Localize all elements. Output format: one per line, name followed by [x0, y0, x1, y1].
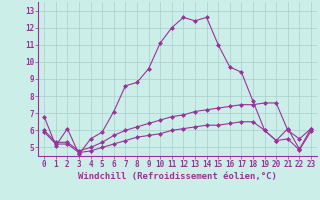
X-axis label: Windchill (Refroidissement éolien,°C): Windchill (Refroidissement éolien,°C)	[78, 172, 277, 181]
